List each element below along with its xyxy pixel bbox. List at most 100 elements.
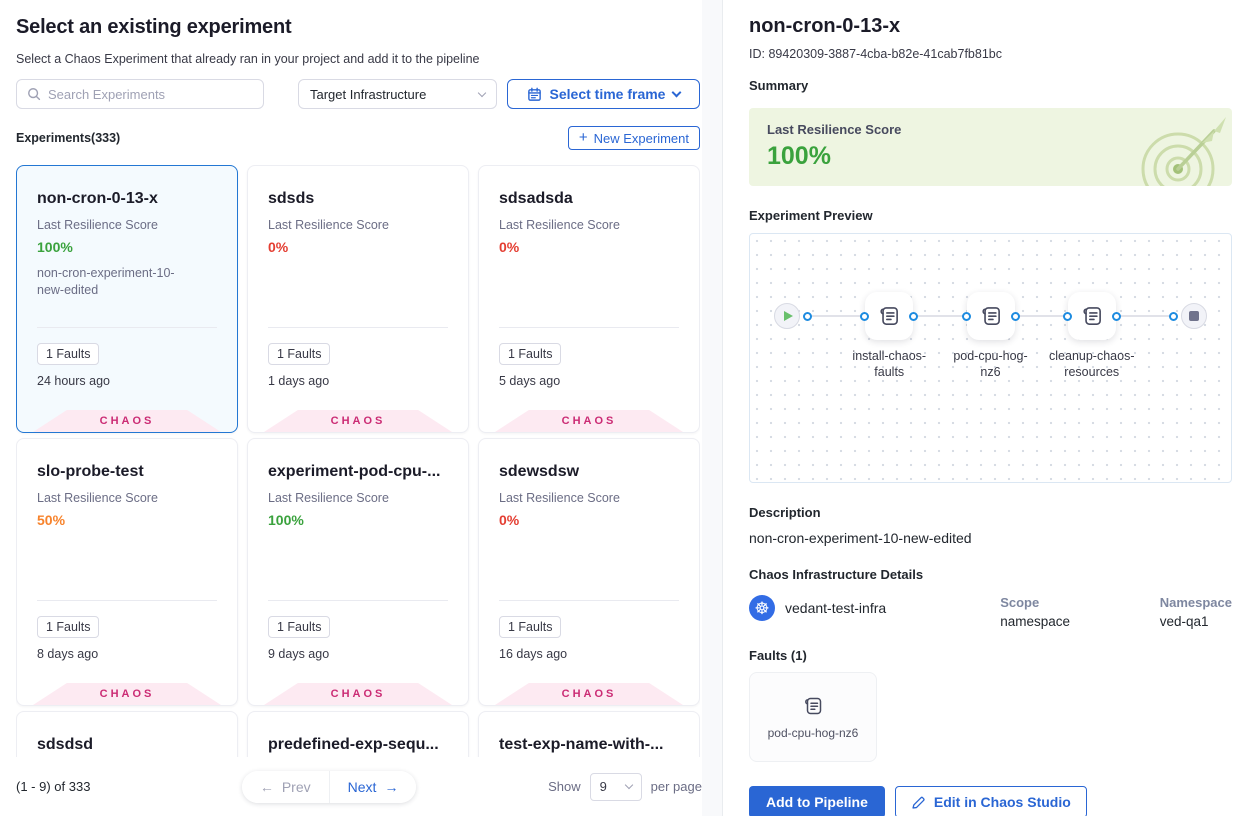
experiment-card[interactable]: slo-probe-test Last Resilience Score 50%… <box>16 438 238 706</box>
new-experiment-button[interactable]: + New Experiment <box>567 126 700 150</box>
last-run-time: 9 days ago <box>268 647 330 661</box>
experiment-name: non-cron-0-13-x <box>37 190 158 207</box>
experiment-name: sdsdsd <box>37 736 94 753</box>
pipeline-step-label: install-chaos- faults <box>852 349 927 379</box>
per-page-label: per page <box>650 779 702 794</box>
chaos-ribbon: CHAOS <box>33 410 221 432</box>
pipeline-connector <box>913 315 967 317</box>
faults-badge: 1 Faults <box>268 343 331 365</box>
faults-badge: 1 Faults <box>499 343 562 365</box>
port-dot <box>1169 311 1178 321</box>
divider <box>499 600 679 601</box>
pipeline-connector <box>812 315 866 317</box>
experiment-card[interactable]: test-exp-name-with-... <box>478 711 700 760</box>
resilience-score: 100% <box>268 512 304 528</box>
page-size-value: 9 <box>599 779 607 794</box>
experiment-card[interactable]: experiment-pod-cpu-... Last Resilience S… <box>247 438 469 706</box>
new-experiment-label: New Experiment <box>593 130 689 146</box>
add-to-pipeline-button[interactable]: Add to Pipeline <box>749 786 885 816</box>
resilience-score-banner: Last Resilience Score 100% <box>749 108 1232 186</box>
experiment-card[interactable]: sdsdsd <box>16 711 238 760</box>
pipeline-step-label: cleanup-chaos- resources <box>1049 349 1135 379</box>
page-title: Select an existing experiment <box>16 16 292 38</box>
banner-score-label: Last Resilience Score <box>767 122 902 137</box>
next-page-button[interactable]: Next → <box>329 770 417 803</box>
last-run-time: 1 days ago <box>268 374 330 388</box>
chaos-ribbon: CHAOS <box>264 683 452 705</box>
experiment-card[interactable]: sdsadsda Last Resilience Score 0% 1 Faul… <box>478 165 700 433</box>
port-dot <box>909 311 919 321</box>
kubernetes-icon: ☸ <box>749 595 775 621</box>
calendar-icon <box>527 87 542 102</box>
page-size-select[interactable]: 9 <box>589 772 642 801</box>
pipeline-step-node: install-chaos- faults <box>852 292 926 379</box>
detail-title: non-cron-0-13-x <box>749 15 901 37</box>
experiment-card[interactable]: sdewsdsw Last Resilience Score 0% 1 Faul… <box>478 438 700 706</box>
divider <box>268 327 448 328</box>
edit-in-chaos-studio-button[interactable]: Edit in Chaos Studio <box>894 786 1087 816</box>
pipeline-connector <box>1014 315 1068 317</box>
experiment-select-panel: Select an existing experiment Select a C… <box>0 0 722 816</box>
score-label: Last Resilience Score <box>499 218 620 232</box>
last-run-time: 5 days ago <box>499 374 561 388</box>
infrastructure-details-row: ☸ vedant-test-infra Scope namespace Name… <box>749 595 1232 629</box>
divider <box>37 600 217 601</box>
search-icon <box>27 87 41 101</box>
target-infrastructure-value: Target Infrastructure <box>310 86 427 102</box>
target-infrastructure-select[interactable]: Target Infrastructure <box>298 79 497 109</box>
experiments-count: Experiments(333) <box>16 131 121 145</box>
score-label: Last Resilience Score <box>268 491 389 505</box>
chaos-ribbon: CHAOS <box>264 410 452 432</box>
faults-badge: 1 Faults <box>499 616 562 638</box>
port-dot <box>803 311 812 321</box>
score-label: Last Resilience Score <box>268 218 389 232</box>
port-dot <box>1010 311 1020 321</box>
chaos-ribbon: CHAOS <box>495 683 683 705</box>
arrow-right-icon: → <box>384 778 399 795</box>
experiment-detail-panel: non-cron-0-13-x ID: 89420309-3887-4cba-b… <box>722 0 1248 816</box>
pagination-range: (1 - 9) of 333 <box>16 779 91 794</box>
scope-label: Scope <box>1000 595 1040 610</box>
faults-badge: 1 Faults <box>37 343 100 365</box>
pager: ← Prev Next → <box>241 770 417 803</box>
infrastructure-heading: Chaos Infrastructure Details <box>749 567 924 582</box>
faults-badge: 1 Faults <box>268 616 331 638</box>
chevron-down-icon <box>477 88 487 97</box>
last-run-time: 8 days ago <box>37 647 99 661</box>
edit-button-label: Edit in Chaos Studio <box>933 794 1071 810</box>
last-run-time: 24 hours ago <box>37 374 110 388</box>
experiment-preview-heading: Experiment Preview <box>749 208 873 223</box>
pipeline-step-label: pod-cpu-hog- nz6 <box>953 349 1028 379</box>
plus-icon: + <box>578 129 588 146</box>
pipeline-start-node <box>774 303 800 329</box>
chevron-down-icon <box>624 780 633 790</box>
experiment-card[interactable]: predefined-exp-sequ... <box>247 711 469 760</box>
banner-score-value: 100% <box>767 142 831 170</box>
select-time-frame-button[interactable]: Select time frame <box>507 79 700 109</box>
search-box[interactable] <box>16 79 264 109</box>
port-dot <box>860 311 870 321</box>
select-time-frame-label: Select time frame <box>549 86 666 102</box>
score-label: Last Resilience Score <box>37 218 158 232</box>
experiment-name: sdsadsda <box>499 190 573 207</box>
search-input[interactable] <box>48 86 253 102</box>
experiments-grid: non-cron-0-13-x Last Resilience Score 10… <box>16 165 700 760</box>
resilience-score: 0% <box>268 239 289 255</box>
pagination-bar: (1 - 9) of 333 ← Prev Next → Show 9 per … <box>0 757 702 816</box>
prev-label: Prev <box>281 778 311 795</box>
experiment-card[interactable]: non-cron-0-13-x Last Resilience Score 10… <box>16 165 238 433</box>
fault-card: pod-cpu-hog-nz6 <box>749 672 877 762</box>
stop-icon <box>1189 311 1199 321</box>
pipeline-end-node <box>1181 303 1207 329</box>
chaos-ribbon: CHAOS <box>33 683 221 705</box>
panel-gap <box>702 0 722 816</box>
experiment-card[interactable]: sdsds Last Resilience Score 0% 1 Faults … <box>247 165 469 433</box>
prev-page-button[interactable]: ← Prev <box>241 770 330 803</box>
port-dot <box>1062 311 1072 321</box>
resilience-score: 0% <box>499 512 520 528</box>
arrow-left-icon: ← <box>259 778 274 795</box>
score-label: Last Resilience Score <box>499 491 620 505</box>
resilience-score: 50% <box>37 512 66 528</box>
scope-value: namespace <box>1000 614 1071 629</box>
pipeline-connector <box>1115 315 1169 317</box>
